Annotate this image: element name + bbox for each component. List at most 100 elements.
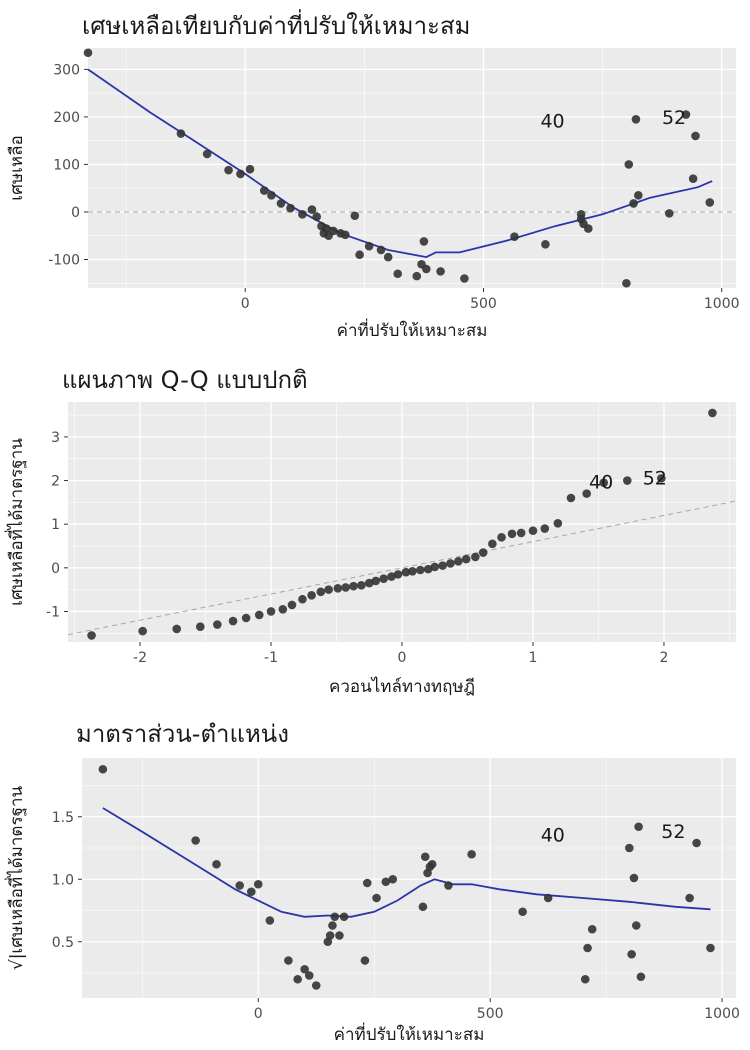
data-point [355,250,364,260]
data-point [372,893,381,903]
data-point [98,764,108,774]
data-point [657,474,666,483]
smooth-curve [87,68,713,259]
y-tick-label: 0 [51,561,60,577]
data-point [629,873,639,883]
data-point [379,574,388,584]
data-point [265,916,275,925]
data-point [293,974,302,984]
data-point [212,859,221,869]
residuals-vs-fitted-y-axis-title: เศษเหลือ [7,135,27,200]
data-point [627,949,636,959]
data-point [364,578,374,588]
data-point [298,210,307,219]
data-point [254,610,264,620]
scale-location-y-ticks: 0.5 1.0 1.5 [52,810,82,951]
scale-location-points [98,764,715,990]
data-point [401,567,411,577]
data-point [213,620,222,629]
y-tick-label: -1 [46,604,60,620]
data-point [329,226,338,236]
data-point [357,580,366,590]
data-point [287,600,297,610]
data-point [83,48,93,58]
residuals-vs-fitted-points [83,48,715,288]
residuals-vs-fitted-x-axis-title: ค่าที่ปรับให้เหมาะสม [337,318,488,341]
data-point [497,532,506,542]
scale-location-x-axis-title: ค่าที่ปรับให้เหมาะสม [334,1022,485,1045]
data-point [325,931,335,940]
data-point [224,165,233,175]
data-point [241,613,251,623]
data-point [541,239,550,249]
data-point [636,972,646,982]
normal-qq-y-ticks: -1 0 1 2 3 [46,430,68,620]
data-point [202,149,212,159]
data-point [349,581,358,591]
data-point [324,585,333,594]
data-point [298,594,307,604]
data-point [516,528,526,538]
data-point [364,241,374,251]
y-tick-label: 3 [51,430,60,446]
data-point [276,199,286,208]
data-point [176,129,186,138]
data-point [330,912,340,922]
data-point [691,131,700,141]
data-point [685,893,694,903]
data-point [553,519,563,528]
data-point [599,478,609,488]
data-point [172,624,182,634]
data-point [278,604,288,614]
data-point [408,567,417,576]
data-point [245,164,255,174]
scale-location-point-labels: 40 52 [541,821,686,847]
normal-qq-reference-line [67,500,737,636]
data-point [362,878,372,888]
data-point [340,230,350,240]
point-label-40: 40 [541,825,565,847]
data-point [467,849,476,859]
data-point [430,562,440,572]
data-point [339,912,349,922]
data-point [688,174,698,183]
data-point [383,252,393,262]
data-point [307,591,316,600]
normal-qq-point-labels: 40 52 [589,467,667,493]
data-point [267,191,276,200]
normal-qq-panel: แผนภาพ Q-Q แบบปกติ 40 52 -2 -1 0 1 2 -1 0 1 2 3 ค… [4,366,737,697]
data-point [87,631,96,640]
y-tick-label: 1.0 [52,872,74,888]
y-tick-label: 1.5 [52,810,74,826]
data-point [191,836,200,845]
data-point [518,907,527,917]
y-tick-label: 2 [51,474,60,490]
data-point [300,964,309,974]
data-point [350,211,360,221]
data-point [576,210,586,219]
data-point [622,476,632,485]
y-tick-label: 1 [51,517,60,533]
normal-qq-grid [68,402,736,642]
data-point [286,203,295,213]
data-point [388,874,398,884]
data-point [228,616,238,626]
data-point [664,209,674,218]
normal-qq-y-axis-title: เศษเหลือที่ได้มาตรฐาน [4,438,27,606]
x-tick-label: 500 [470,296,497,312]
point-label-40: 40 [540,111,564,133]
data-point [543,893,553,903]
data-point [507,529,517,539]
data-point [624,160,634,169]
data-point [540,524,550,533]
data-point [460,274,469,283]
data-point [488,539,497,549]
data-point [307,205,317,214]
data-point [631,114,641,124]
qq-reference-line [67,500,737,636]
data-point [566,493,576,503]
data-point [138,626,147,636]
residuals-vs-fitted-title: เศษเหลือเทียบกับค่าที่ปรับให้เหมาะสม [82,9,470,40]
